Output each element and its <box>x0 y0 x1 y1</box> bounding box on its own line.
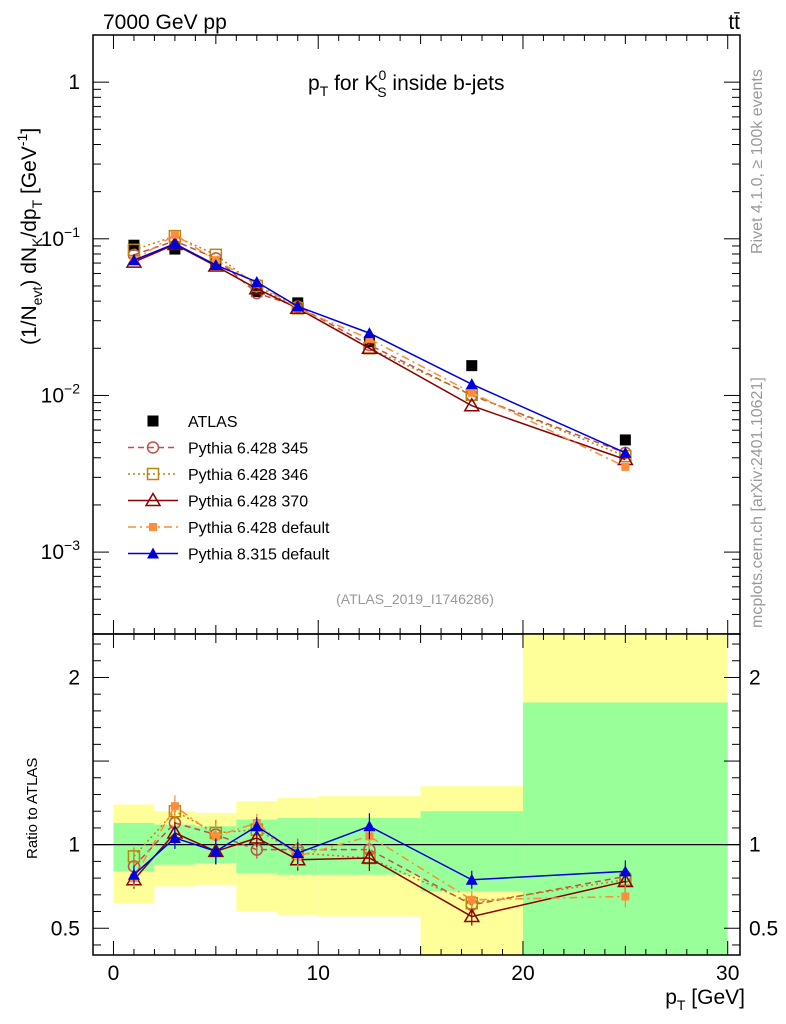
main-panel: 1 10−1 10−2 10−3 <box>41 34 741 635</box>
ratio-point-p8def-0 <box>127 868 140 880</box>
analysis-watermark: (ATLAS_2019_I1746286) <box>336 591 494 607</box>
mcplots-label: mcplots.cern.ch [arXiv:2401.10621] <box>749 377 766 628</box>
ratio-point-p8def-2 <box>209 845 222 857</box>
ratio-point-p6def-1 <box>170 802 179 811</box>
main-point-data-7 <box>619 434 631 446</box>
main-ytick-label-0: 1 <box>68 71 80 94</box>
main-ytick-label-1: 10−1 <box>41 224 81 251</box>
main-frame <box>92 34 741 635</box>
x-axis-label: pT [GeV] <box>665 986 745 1013</box>
legend-label-p345: Pythia 6.428 345 <box>188 441 308 458</box>
main-point-p8def-1 <box>168 237 181 249</box>
x-tick-label-20: 20 <box>511 962 534 985</box>
main-ytick-label-2: 10−2 <box>41 380 81 407</box>
main-point-p6def-6 <box>467 388 476 397</box>
main-point-p370-5 <box>361 339 378 355</box>
main-point-p6def-5 <box>365 334 374 343</box>
main-point-p8def-7 <box>619 446 632 458</box>
main-point-p8def-3 <box>250 275 263 287</box>
main-point-p8def-0 <box>127 254 140 266</box>
main-point-data-0 <box>128 239 140 251</box>
main-point-p6def-1 <box>170 230 179 239</box>
x-tick-label-30: 30 <box>716 962 739 985</box>
legend-marker-data <box>147 415 159 427</box>
ratio-point-p6def-7 <box>621 892 630 901</box>
legend-marker-p6def <box>149 523 157 531</box>
main-ytick-label-3: 10−3 <box>41 537 81 564</box>
x-tick-label-0: 0 <box>108 962 120 985</box>
main-point-p370-1 <box>166 235 184 251</box>
main-point-p370-3 <box>248 280 266 295</box>
ratio-ytick-label-left-0: 0.5 <box>51 917 80 940</box>
legend-marker-p8def <box>147 547 159 559</box>
main-point-p8def-6 <box>465 378 478 390</box>
main-point-p8def-4 <box>291 300 304 312</box>
legend: ATLAS Pythia 6.428 345 Pythia 6.428 346 Pyt… <box>128 414 330 564</box>
main-point-p8def-5 <box>363 327 376 339</box>
ratio-ytick-label-left-2: 2 <box>68 666 80 689</box>
ratio-point-p8def-1 <box>168 831 181 843</box>
main-line-p8def <box>133 242 626 454</box>
ratio-point-p370-5 <box>361 849 378 864</box>
legend-label-p370: Pythia 6.428 370 <box>188 494 308 511</box>
ratio-ytick-label-right-0: 0.5 <box>749 917 778 940</box>
ratio-point-p6def-2 <box>211 832 220 841</box>
main-point-data-6 <box>466 360 478 372</box>
x-tick-label-10: 10 <box>307 962 330 985</box>
main-point-p8def-2 <box>209 259 222 271</box>
main-ylabel: (1/Nevt) dNK/dpT [GeV-1] <box>14 128 45 345</box>
ratio-ytick-label-right-1: 1 <box>749 834 761 857</box>
legend-label-p346: Pythia 6.428 346 <box>188 467 308 484</box>
ratio-ytick-label-right-2: 2 <box>749 666 761 689</box>
ratio-point-p6def-6 <box>467 895 476 904</box>
ratio-point-p8def-4 <box>291 847 304 859</box>
legend-marker-p345 <box>146 441 160 454</box>
main-title: pT for K0 S inside b-jets <box>308 67 504 100</box>
ratio-line-p346 <box>133 810 626 904</box>
ratio-ytick-label-left-1: 1 <box>68 834 80 857</box>
main-point-p370-2 <box>207 257 225 272</box>
main-line-p345 <box>133 240 626 454</box>
ratio-ylabel: Ratio to ATLAS <box>24 758 41 859</box>
ratio-point-p8def-6 <box>465 873 478 885</box>
legend-label-p6def: Pythia 6.428 default <box>188 520 330 537</box>
header-left: 7000 GeV pp <box>103 11 227 34</box>
main-line-p6def <box>133 233 626 468</box>
ratio-panel: 0 10 20 30 0.5 0.5 1 1 2 2 <box>51 633 778 985</box>
ratio-point-p370-6 <box>463 908 481 923</box>
ratio-point-p370-3 <box>248 829 266 844</box>
ratio-line-p8def <box>133 825 626 881</box>
legend-marker-p346 <box>146 467 160 481</box>
ratio-line-p370 <box>133 832 626 918</box>
main-point-p6def-7 <box>621 462 630 471</box>
ratio-point-p8def-3 <box>250 820 263 832</box>
legend-label-p8def: Pythia 8.315 default <box>188 547 330 564</box>
ratio-point-p8def-5 <box>363 820 376 832</box>
rivet-label: Rivet 4.1.0, ≥ 100k events <box>749 69 766 254</box>
legend-label-data: ATLAS <box>188 414 238 431</box>
legend-marker-p370 <box>144 492 162 507</box>
ratio-point-p8def-7 <box>619 865 632 877</box>
header-right: tt̄ <box>728 11 740 34</box>
main-point-p370-6 <box>463 397 481 412</box>
ratio-band-inner-7 <box>522 702 728 955</box>
ratio-point-p346-0 <box>127 850 141 863</box>
